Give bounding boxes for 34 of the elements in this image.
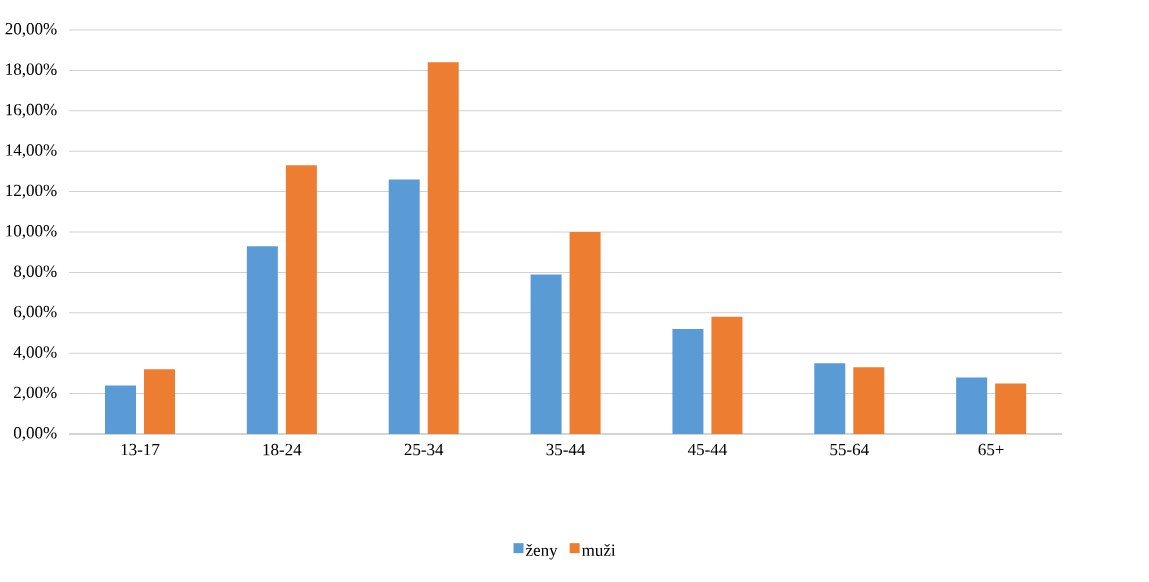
bar <box>530 274 562 434</box>
bar <box>569 232 601 434</box>
bar <box>388 179 420 434</box>
y-tick-label: 6,00% <box>14 305 57 320</box>
y-tick-label: 0,00% <box>13 427 57 441</box>
y-tick-label: 14,00% <box>6 144 57 159</box>
bar <box>711 316 743 434</box>
y-tick-label: 20,00% <box>5 23 57 37</box>
y-tick-label: 10,00% <box>6 225 57 239</box>
y-tick-label: 4,00% <box>13 346 57 361</box>
bar <box>853 367 885 434</box>
x-tick-label: 55-64 <box>830 443 869 456</box>
bar <box>995 383 1027 434</box>
legend-label: muži <box>581 543 616 556</box>
x-tick-label: 18-24 <box>263 443 302 456</box>
bar <box>672 328 704 434</box>
bar <box>105 385 136 434</box>
bar <box>285 165 317 434</box>
x-tick-label: 35-44 <box>546 443 586 456</box>
legend-label: ženy <box>525 543 558 560</box>
y-tick-label: 8,00% <box>13 265 57 280</box>
y-tick-label: 16,00% <box>6 103 57 118</box>
bar <box>956 377 988 434</box>
x-tick-label: 13-17 <box>121 443 160 456</box>
y-tick-label: 12,00% <box>6 184 57 199</box>
y-tick-label: 18,00% <box>6 63 57 78</box>
bar <box>427 62 459 434</box>
y-tick-label: 2,00% <box>14 386 57 401</box>
bar <box>144 369 175 434</box>
x-tick-label: 45-44 <box>687 443 727 456</box>
x-tick-label: 25-34 <box>404 443 444 456</box>
x-tick-label: 65+ <box>978 443 1004 456</box>
bar <box>246 246 278 434</box>
bar <box>814 363 846 434</box>
